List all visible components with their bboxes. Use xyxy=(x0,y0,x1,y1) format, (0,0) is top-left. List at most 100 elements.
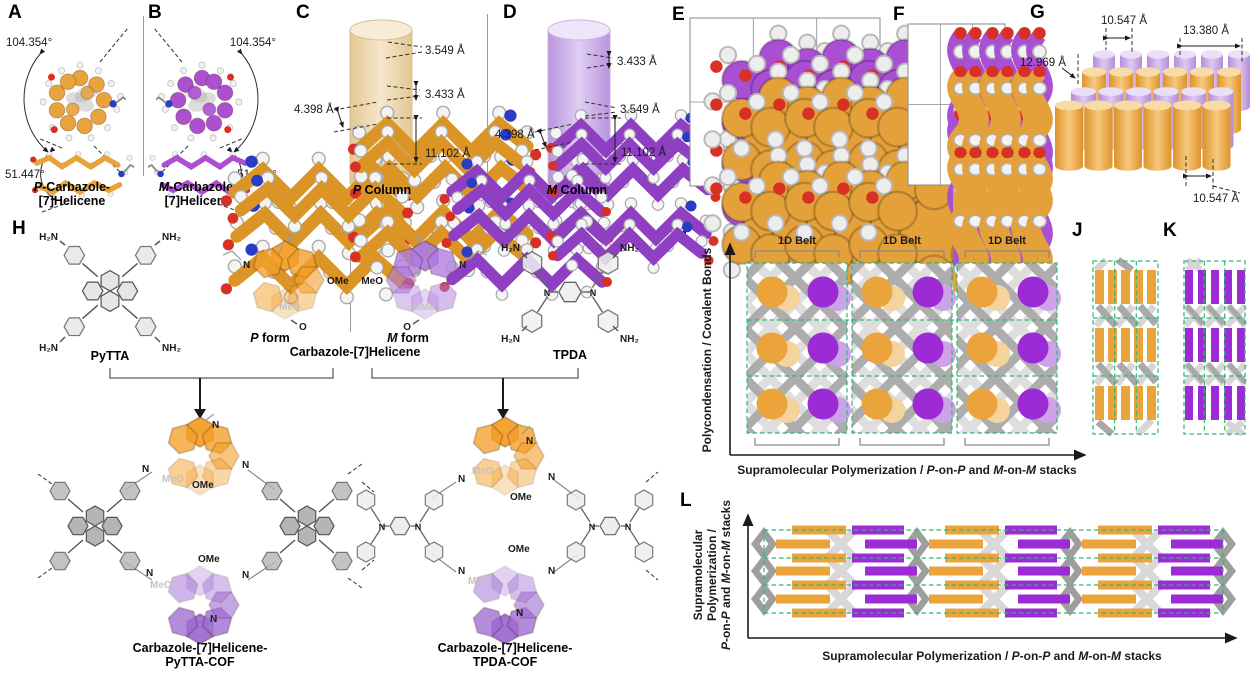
cylinder-array xyxy=(1055,50,1250,171)
m-form-caption: M form xyxy=(387,331,429,345)
pytta-caption: PyTTA xyxy=(90,349,130,363)
panel-label-b: B xyxy=(148,2,162,23)
angle-top-a: 104.354° xyxy=(6,37,52,49)
tpda-nh2-tr: NH₂ xyxy=(620,243,639,254)
belt-lattice xyxy=(746,262,1061,434)
i-ylabel: Polycondensation / Covalent Bonds xyxy=(700,247,714,452)
tpda-n-right: N xyxy=(590,288,597,298)
panel-label-g: G xyxy=(1030,2,1045,23)
prodR-n-br: N xyxy=(548,566,555,577)
panel-label-l: L xyxy=(680,490,692,511)
belt-circles xyxy=(756,276,1061,423)
tpda-nh2-br: NH₂ xyxy=(620,334,639,345)
panel-label-j: J xyxy=(1072,220,1083,241)
tpda-h2n-tl: H₂N xyxy=(501,243,520,254)
caption-a: P-Carbazole- [7]Helicene xyxy=(33,180,111,208)
panel-k-graphic xyxy=(1182,257,1248,437)
m-form-ome-ghost: OMe xyxy=(413,302,435,313)
tpda-n-left: N xyxy=(544,288,551,298)
caption-c: P Column xyxy=(352,183,412,197)
panel-j-graphic xyxy=(1092,257,1159,437)
m-form-o-bottom: O xyxy=(403,322,411,333)
belt-label-3: 1D Belt xyxy=(988,235,1026,247)
prodL-n-br: N xyxy=(242,570,249,581)
angle-side-a: 51.447° xyxy=(5,169,45,181)
measure-c-bottom: 11.102 Å xyxy=(425,147,471,160)
p-form-o-top: O xyxy=(287,234,295,245)
panel-label-a: A xyxy=(8,2,22,23)
prodL-n-ethyl-top: N xyxy=(212,420,219,431)
p-form-meo-ghost: MeO xyxy=(279,302,301,313)
measure-d-left: 4.398 Å xyxy=(495,128,535,141)
prodR-ome-top: OMe xyxy=(510,492,532,503)
belt-label-2: 1D Belt xyxy=(883,235,921,247)
prodL-ome-bot: OMe xyxy=(198,554,220,565)
measure-c-left: 4.398 Å xyxy=(294,103,334,116)
panel-label-c: C xyxy=(296,2,310,23)
panel-l-graphic: Supramolecular Polymerization / P-on-P a… xyxy=(691,500,1238,663)
panel-label-d: D xyxy=(503,2,517,23)
panel-label-h: H xyxy=(12,218,26,239)
measure-g-left: 12.969 Å xyxy=(1020,56,1066,69)
prodL-n-tl: N xyxy=(142,464,149,475)
k-bars xyxy=(1185,270,1245,420)
l-ylabel-1: Supramolecular xyxy=(691,529,705,620)
m-form-o-top: O xyxy=(415,234,423,245)
panel-label-k: K xyxy=(1163,220,1177,241)
prodR-n-tl: N xyxy=(458,474,465,485)
prodL-meo-top: MeO xyxy=(162,474,184,485)
prodR-ome-bot: OMe xyxy=(508,544,530,555)
tpda-h2n-bl: H₂N xyxy=(501,334,520,345)
k-crosses xyxy=(1182,257,1248,437)
prodR-meo-top: MeO xyxy=(472,466,494,477)
panel-i-graphic: Polycondensation / Covalent Bonds xyxy=(700,235,1087,477)
pytta-h2n-tl: H₂N xyxy=(39,232,58,243)
pytta-structure: H₂N NH₂ H₂N NH₂ xyxy=(39,232,181,354)
panel-e-graphic xyxy=(689,17,882,188)
m-form-structure: O N MeO OMe O xyxy=(361,234,488,333)
prodR-n-ethyl-bot: N xyxy=(516,608,523,619)
j-slashes xyxy=(1093,257,1159,437)
measure-g-bottom: 10.547 Å xyxy=(1193,192,1239,205)
measure-g-top-right: 13.380 Å xyxy=(1183,24,1229,37)
p-form-caption: P form xyxy=(250,331,290,345)
panel-f-graphic xyxy=(907,23,1007,187)
caption-b: M-Carbazole- [7]Helicene xyxy=(158,180,238,208)
tpda-structure: N N H₂N NH₂ H₂N NH₂ xyxy=(501,243,639,345)
prodL-n-tr: N xyxy=(242,460,249,471)
prodL-meo-bot: MeO xyxy=(150,580,172,591)
pytta-nh2-tr: NH₂ xyxy=(162,232,181,243)
prodR-meo-bot: MeO xyxy=(468,576,490,587)
reaction-arrows xyxy=(109,368,579,419)
prodL-n-bl: N xyxy=(146,568,153,579)
tpda-cof-caption: Carbazole-[7]Helicene- TPDA-COF xyxy=(437,641,573,669)
pytta-cof-structure: N N MeO N OMe OMe N MeO N N xyxy=(37,413,363,640)
p-form-n: N xyxy=(243,260,250,271)
measure-c-mid: 3.433 Å xyxy=(425,88,465,101)
prodR-n-tr: N xyxy=(548,472,555,483)
prodR-tpdaL-n2: N xyxy=(415,522,422,532)
panel-c-graphic: 3.549 Å 3.433 Å 4.398 Å 11.102 Å xyxy=(292,19,488,208)
panel-d-graphic: 3.433 Å 3.549 Å 4.398 Å 11.102 Å xyxy=(495,19,670,208)
i-xlabel: Supramolecular Polymerization / P-on-P a… xyxy=(737,463,1077,477)
measure-d-mid: 3.549 Å xyxy=(620,103,660,116)
m-form-n: N xyxy=(459,260,466,271)
l-ylabel-2: Polymerization / xyxy=(705,528,719,621)
divider-a-b xyxy=(143,16,144,176)
belt-brackets xyxy=(754,250,1050,446)
measure-c-top: 3.549 Å xyxy=(425,44,465,57)
prodL-n-ethyl-bot: N xyxy=(210,614,217,625)
p-form-o-bottom: O xyxy=(299,322,307,333)
p-form-structure: O N OMe MeO O xyxy=(222,234,349,333)
panel-label-f: F xyxy=(893,4,905,25)
m-form-meo: MeO xyxy=(361,276,383,287)
tpda-caption: TPDA xyxy=(552,348,588,362)
l-ylabel-3: P-on-P and M-on-M stacks xyxy=(719,500,733,650)
j-bars xyxy=(1095,270,1156,420)
pytta-cof-caption: Carbazole-[7]Helicene- PyTTA-COF xyxy=(132,641,268,669)
prodR-n-ethyl-top: N xyxy=(526,436,533,447)
prodL-ome-top: OMe xyxy=(192,480,214,491)
measure-g-top: 10.547 Å xyxy=(1101,14,1147,27)
l-xlabel: Supramolecular Polymerization / P-on-P a… xyxy=(822,649,1162,663)
panel-a-graphic: 104.354° 51.447° xyxy=(5,27,140,213)
